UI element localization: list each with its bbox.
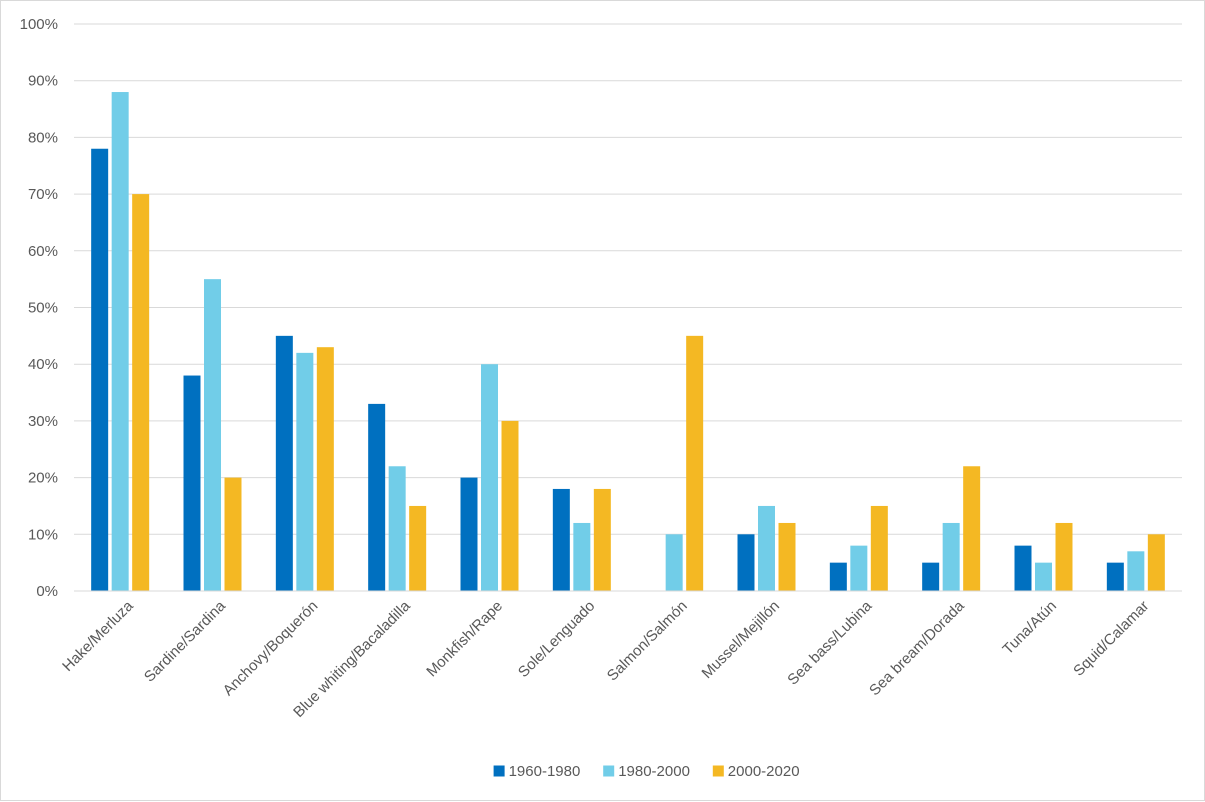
legend-swatch bbox=[493, 765, 505, 777]
x-tick-label: Sea bass/Lubina bbox=[784, 597, 876, 689]
x-tick-label: Sole/Lenguado bbox=[515, 598, 598, 681]
legend-swatch bbox=[712, 765, 724, 777]
x-tick-label: Monkfish/Rape bbox=[423, 598, 506, 681]
bar-2000-2020 bbox=[1147, 534, 1165, 591]
bar-1980-2000 bbox=[111, 92, 129, 591]
bar-2000-2020 bbox=[409, 505, 427, 591]
y-tick-label: 90% bbox=[28, 73, 58, 90]
y-tick-label: 30% bbox=[28, 413, 58, 430]
bar-1960-1980 bbox=[737, 534, 755, 591]
bar-1980-2000 bbox=[296, 352, 314, 591]
y-tick-label: 10% bbox=[28, 526, 58, 543]
y-tick-label: 40% bbox=[28, 356, 58, 373]
bar-2000-2020 bbox=[870, 505, 888, 591]
gridlines bbox=[74, 23, 1182, 535]
x-tick-label: Sea bream/Dorada bbox=[866, 597, 968, 699]
bar-1960-1980 bbox=[922, 562, 940, 591]
y-tick-label: 80% bbox=[28, 129, 58, 146]
bar-1980-2000 bbox=[1035, 562, 1052, 591]
bar-1980-2000 bbox=[204, 279, 221, 591]
x-tick-label: Squid/Calamar bbox=[1070, 598, 1152, 680]
bar-1980-2000 bbox=[942, 522, 960, 591]
bar-1980-2000 bbox=[758, 505, 775, 591]
bar-1960-1980 bbox=[1014, 545, 1032, 591]
legend-swatch bbox=[603, 765, 615, 777]
bar-1980-2000 bbox=[573, 522, 591, 591]
legend-label: 1960-1980 bbox=[509, 763, 581, 780]
x-tick-label: Mussel/Mejillón bbox=[699, 598, 784, 683]
legend-label: 1980-2000 bbox=[618, 763, 690, 780]
bar-2000-2020 bbox=[501, 420, 519, 591]
x-tick-label: Hake/Merluza bbox=[59, 597, 137, 675]
y-tick-label: 70% bbox=[28, 186, 58, 203]
bar-1980-2000 bbox=[388, 466, 406, 591]
bar-1960-1980 bbox=[552, 488, 570, 591]
bar-1960-1980 bbox=[829, 562, 847, 591]
x-tick-label: Tuna/Atún bbox=[999, 598, 1060, 659]
bar-1980-2000 bbox=[481, 364, 498, 591]
legend: 1960-1980 1980-2000 2000-2020 bbox=[493, 763, 800, 780]
legend-label: 2000-2020 bbox=[728, 763, 800, 780]
bar-1960-1980 bbox=[1106, 562, 1124, 591]
bar-1960-1980 bbox=[275, 335, 293, 591]
x-axis-labels: Hake/Merluza Sardine/SardinaAnchovy/Boque… bbox=[59, 597, 1152, 721]
bar-2000-2020 bbox=[1055, 522, 1073, 591]
y-tick-label: 0% bbox=[36, 583, 58, 600]
bar-1960-1980 bbox=[368, 403, 386, 591]
y-tick-label: 100% bbox=[20, 16, 58, 33]
bar-2000-2020 bbox=[778, 522, 796, 591]
x-tick-label: Sardine/Sardina bbox=[141, 597, 230, 686]
x-tick-label: Anchovy/Boquerón bbox=[220, 598, 322, 700]
bar-1980-2000 bbox=[1127, 551, 1145, 591]
bar-1960-1980 bbox=[183, 375, 201, 591]
y-axis-ticks: 0% 10% 20% 30% 40% 50% 60% 70% 80% 90% 100% bbox=[20, 16, 58, 600]
bar-2000-2020 bbox=[963, 466, 981, 591]
bar-1960-1980 bbox=[460, 477, 478, 591]
bar-1980-2000 bbox=[850, 545, 868, 591]
bar-2000-2020 bbox=[686, 335, 704, 591]
bar-1960-1980 bbox=[91, 148, 109, 592]
bar-2000-2020 bbox=[316, 347, 334, 591]
y-tick-label: 60% bbox=[28, 243, 58, 260]
x-tick-label: Salmon/Salmón bbox=[604, 598, 691, 685]
bars bbox=[91, 92, 1165, 592]
y-tick-label: 50% bbox=[28, 300, 58, 317]
bar-1980-2000 bbox=[665, 534, 683, 591]
bar-2000-2020 bbox=[593, 488, 611, 591]
y-tick-label: 20% bbox=[28, 470, 58, 487]
bar-2000-2020 bbox=[224, 477, 242, 591]
bar-2000-2020 bbox=[132, 194, 150, 591]
